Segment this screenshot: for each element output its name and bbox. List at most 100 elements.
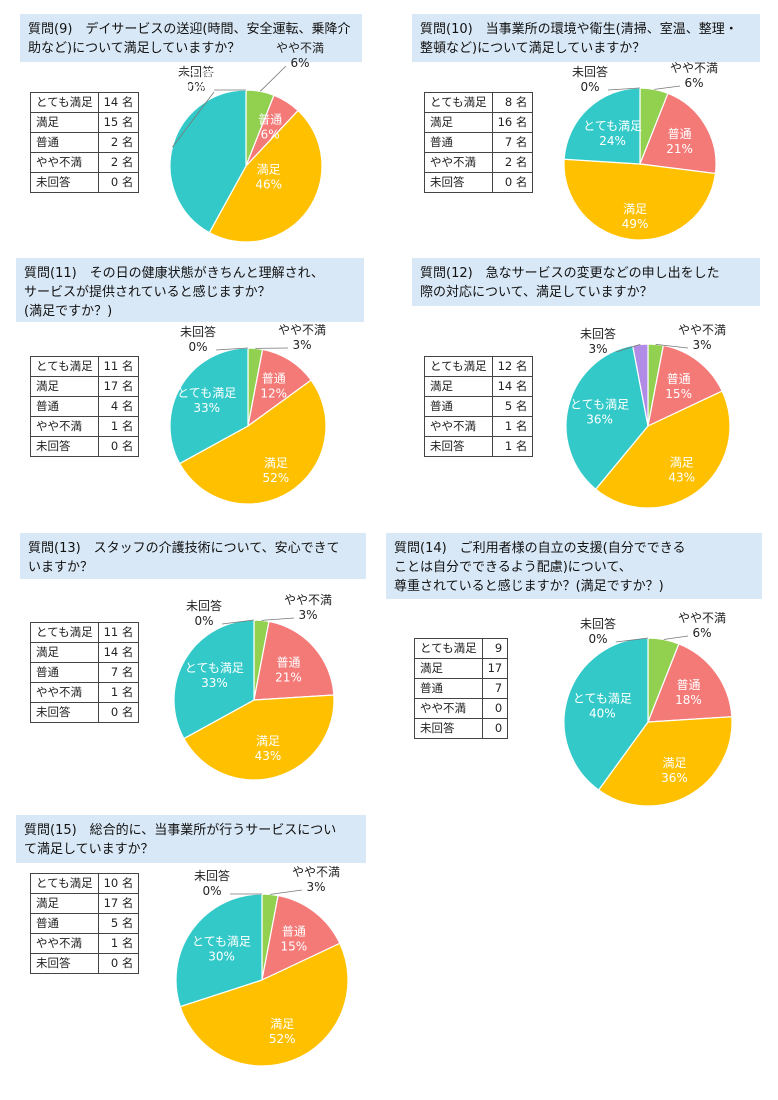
question-title: 質問(13) スタッフの介護技術について、安心できて いますか？ [20, 533, 366, 579]
slice-label: やや不満 [678, 323, 726, 337]
count-table: とても満足 14 名満足 15 名普通 2 名やや不満 2 名未回答 0 名 [30, 92, 140, 193]
table-row: やや不満 1 名 [30, 416, 140, 437]
question-title: 質問(15) 総合的に、当事業所が行うサービスについ て満足していますか？ [16, 815, 366, 863]
slice-percent: 21% [666, 142, 693, 156]
question-title: 質問(14) ご利用者様の自立の支援(自分でできる ことは自分でできるよう配慮)… [386, 533, 762, 599]
category-cell: 満足 [30, 893, 99, 914]
count-table: とても満足 8 名満足 16 名普通 7 名やや不満 2 名未回答 0 名 [424, 92, 534, 193]
slice-label: とても満足 [185, 661, 244, 675]
table-row: 普通 5 名 [424, 396, 534, 417]
table-row: 満足 14 名 [30, 642, 140, 663]
slice-label: 普通 [276, 655, 300, 669]
table-row: 未回答 0 名 [30, 953, 140, 974]
slice-label: とても満足 [583, 119, 642, 133]
question-title: 質問(9) デイサービスの送迎(時間、安全運転、乗降介 助など)について満足して… [20, 14, 362, 62]
category-cell: やや不満 [424, 152, 493, 173]
table-row: 未回答 0 名 [30, 436, 140, 457]
count-cell: 4 名 [97, 396, 140, 417]
slice-label: 普通 [258, 113, 282, 127]
table-row: とても満足 10 名 [30, 873, 140, 894]
table-row: とても満足 11 名 [30, 622, 140, 643]
slice-percent: 36% [661, 771, 688, 785]
slice-percent: 6% [261, 128, 280, 142]
category-cell: 未回答 [30, 172, 99, 193]
slice-label: やや不満 [292, 865, 340, 879]
count-cell: 0 名 [97, 172, 140, 193]
slice-percent: 12% [260, 386, 287, 400]
category-cell: 未回答 [414, 718, 483, 739]
slice-percent: 6% [684, 76, 703, 90]
category-cell: やや不満 [30, 682, 99, 703]
category-cell: やや不満 [30, 933, 99, 954]
slice-percent: 36% [586, 413, 613, 427]
slice-label: 満足 [623, 202, 647, 216]
slice-label: とても満足 [177, 386, 236, 400]
pie-slice [565, 344, 649, 491]
table-row: やや不満 1 名 [30, 933, 140, 954]
count-cell: 0 [481, 718, 509, 739]
count-table: とても満足 11 名満足 17 名普通 4 名やや不満 1 名未回答 0 名 [30, 356, 140, 457]
table-row: 普通 5 名 [30, 913, 140, 934]
category-cell: 満足 [414, 658, 483, 679]
slice-label: 普通 [282, 924, 306, 938]
slice-label: 未回答 [194, 868, 230, 883]
slice-percent: 21% [275, 670, 302, 684]
leader-line [261, 617, 295, 621]
category-cell: 普通 [30, 396, 99, 417]
slice-percent: 15% [665, 387, 692, 401]
count-table: とても満足 10 名満足 17 名普通 5 名やや不満 1 名未回答 0 名 [30, 873, 140, 974]
category-cell: とても満足 [30, 622, 99, 643]
category-cell: 未回答 [30, 953, 99, 974]
slice-percent: 3% [588, 342, 607, 356]
category-cell: やや不満 [424, 416, 493, 437]
slice-percent: 6% [290, 56, 309, 70]
category-cell: やや不満 [30, 416, 99, 437]
slice-percent: 52% [263, 471, 290, 485]
count-cell: 0 名 [491, 172, 534, 193]
count-cell: 14 名 [491, 376, 534, 397]
pie-slice [169, 347, 249, 465]
count-cell: 10 名 [97, 873, 140, 894]
slice-label: やや不満 [278, 323, 326, 337]
count-cell: 12 名 [491, 356, 534, 377]
count-table: とても満足 11 名満足 14 名普通 7 名やや不満 1 名未回答 0 名 [30, 622, 140, 723]
category-cell: やや不満 [30, 152, 99, 173]
slice-label: 満足 [270, 1017, 294, 1031]
slice-label: 未回答 [580, 616, 616, 631]
table-row: 普通 2 名 [30, 132, 140, 153]
table-row: とても満足 8 名 [424, 92, 534, 113]
table-row: やや不満 2 名 [30, 152, 140, 173]
slice-label: 満足 [662, 756, 686, 770]
count-cell: 2 名 [491, 152, 534, 173]
count-cell: 16 名 [491, 112, 534, 133]
count-cell: 7 名 [97, 662, 140, 683]
table-row: 満足 17 [414, 658, 509, 679]
slice-label: やや不満 [276, 41, 324, 55]
count-cell: 1 名 [97, 933, 140, 954]
slice-percent: 52% [269, 1032, 296, 1046]
slice-percent: 0% [186, 80, 205, 94]
slice-percent: 0% [188, 340, 207, 354]
category-cell: とても満足 [30, 873, 99, 894]
count-cell: 8 名 [491, 92, 534, 113]
count-cell: 17 [481, 658, 509, 679]
count-cell: 0 名 [97, 436, 140, 457]
slice-label: とても満足 [166, 67, 225, 81]
slice-percent: 0% [580, 80, 599, 94]
pie-slice [563, 637, 649, 791]
leader-line [663, 635, 689, 640]
table-row: 満足 17 名 [30, 893, 140, 914]
leader-line [172, 91, 215, 148]
slice-label: とても満足 [192, 935, 251, 949]
count-cell: 1 名 [97, 416, 140, 437]
category-cell: 未回答 [424, 436, 493, 457]
category-cell: 未回答 [30, 702, 99, 723]
slice-percent: 6% [692, 626, 711, 640]
slice-percent: 40% [589, 706, 616, 720]
slice-percent: 43% [255, 749, 282, 763]
category-cell: 未回答 [424, 172, 493, 193]
category-cell: 未回答 [30, 436, 99, 457]
table-row: 未回答 1 名 [424, 436, 534, 457]
count-cell: 15 名 [97, 112, 140, 133]
slice-label: 普通 [262, 371, 286, 385]
